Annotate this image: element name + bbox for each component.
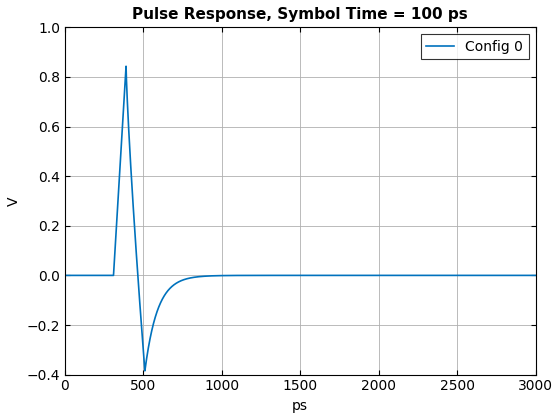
Config 0 [90,273,96,278]
Config 0 [81,273,88,278]
X-axis label: ps: ps [292,399,308,413]
Config 0 [64,273,71,278]
Line: Config 0: Config 0 [65,66,535,371]
Title: Pulse Response, Symbol Time = 100 ps: Pulse Response, Symbol Time = 100 ps [132,7,468,22]
Config 0 [123,64,129,69]
Config 0 [154,309,161,314]
Config 0 [142,368,148,373]
Config 0 [532,273,539,278]
Config 0 [292,273,298,278]
Legend: Config 0: Config 0 [421,34,529,59]
Config 0 [507,273,514,278]
Config 0 [62,273,68,278]
Y-axis label: V: V [7,196,21,206]
